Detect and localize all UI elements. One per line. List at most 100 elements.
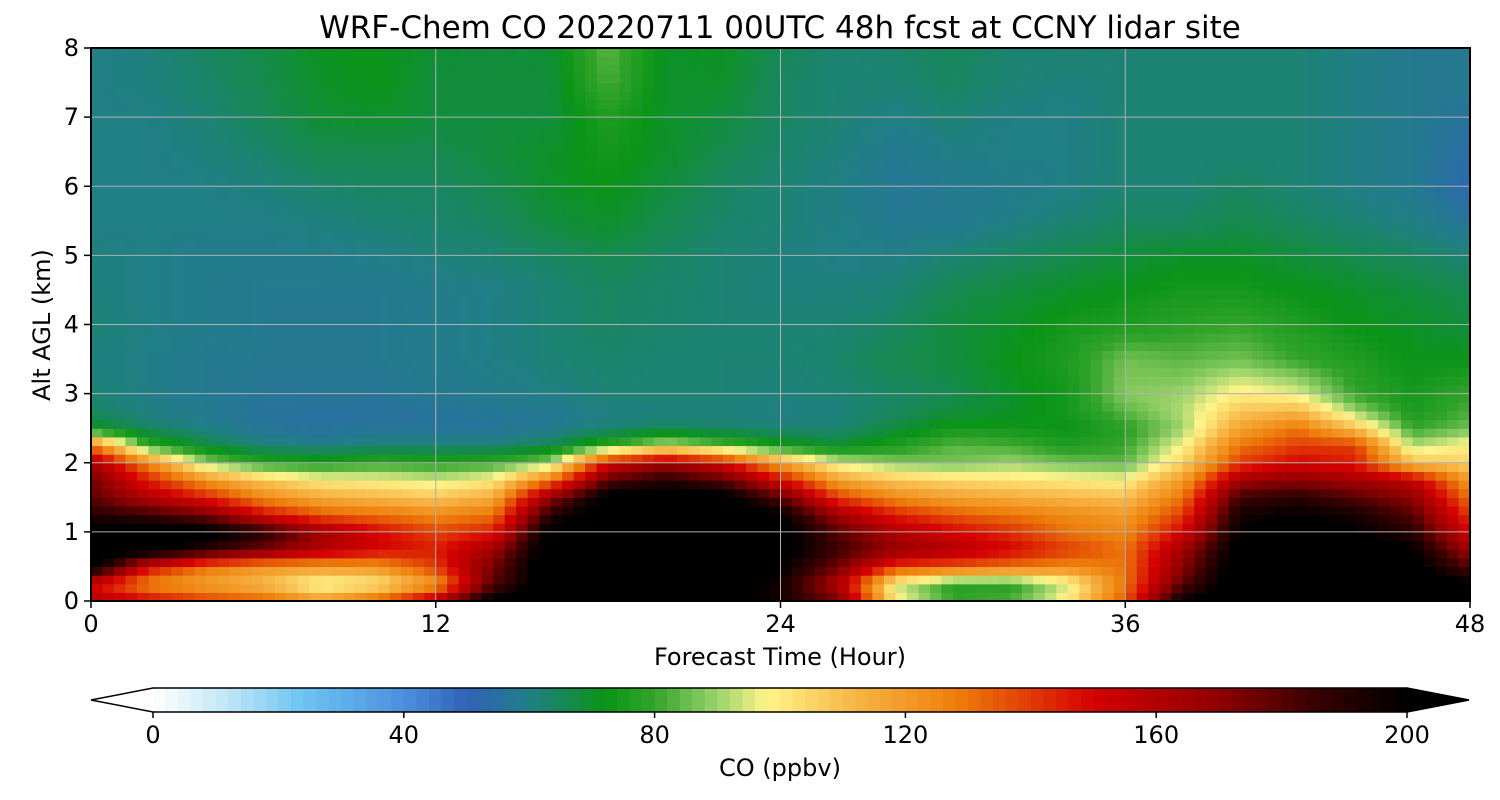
heatmap-cell (746, 549, 759, 559)
heatmap-cell (1412, 497, 1425, 507)
heatmap-cell (412, 376, 425, 386)
heatmap-cell (1010, 384, 1023, 395)
heatmap-cell (654, 592, 667, 601)
heatmap-cell (596, 281, 609, 291)
heatmap-cell (918, 505, 931, 516)
heatmap-cell (424, 428, 437, 438)
heatmap-cell (343, 315, 356, 326)
heatmap-cell (711, 281, 724, 291)
heatmap-cell (240, 376, 253, 386)
heatmap-cell (1056, 281, 1069, 291)
heatmap-cell (91, 549, 104, 559)
heatmap-cell (182, 264, 196, 274)
heatmap-cell (286, 341, 299, 352)
heatmap-cell (1171, 324, 1184, 334)
heatmap-cell (320, 575, 333, 585)
heatmap-cell (837, 376, 851, 386)
heatmap-cell (1113, 566, 1126, 576)
heatmap-cell (688, 367, 701, 377)
heatmap-cell (527, 384, 540, 395)
heatmap-cell (435, 575, 448, 585)
heatmap-cell (539, 410, 552, 421)
heatmap-cell (286, 592, 299, 601)
heatmap-cell (895, 393, 908, 403)
heatmap-cell (1021, 359, 1034, 369)
heatmap-cell (757, 505, 770, 516)
heatmap-cell (217, 505, 230, 516)
heatmap-cell (734, 393, 747, 403)
heatmap-cell (1355, 341, 1368, 352)
heatmap-cell (1079, 592, 1092, 601)
heatmap-cell (274, 246, 287, 256)
heatmap-cell (723, 255, 736, 265)
heatmap-cell (1148, 350, 1161, 360)
heatmap-cell (1136, 333, 1149, 343)
heatmap-cell (619, 402, 632, 412)
heatmap-cell (171, 281, 184, 291)
heatmap-cell (791, 523, 805, 533)
heatmap-cell (263, 557, 276, 568)
heatmap-cell (113, 471, 127, 481)
heatmap-cell (1424, 514, 1437, 524)
heatmap-cell (769, 514, 782, 524)
heatmap-cell (1424, 454, 1437, 464)
heatmap-cell (1079, 384, 1092, 395)
heatmap-cell (1366, 350, 1379, 360)
heatmap-cell (320, 583, 333, 593)
heatmap-cell (516, 497, 529, 507)
heatmap-cell (401, 454, 414, 464)
heatmap-cell (1343, 315, 1356, 326)
heatmap-cell (297, 445, 310, 455)
heatmap-cell (182, 540, 196, 550)
heatmap-cell (1079, 393, 1092, 403)
heatmap-cell (435, 298, 448, 308)
heatmap-cell (711, 410, 724, 421)
heatmap-cell (1274, 540, 1287, 550)
heatmap-cell (1435, 480, 1448, 490)
heatmap-cell (1044, 454, 1057, 464)
heatmap-cell (1274, 505, 1287, 516)
heatmap-cell (677, 333, 690, 343)
heatmap-cell (1102, 376, 1115, 386)
heatmap-cell (791, 497, 805, 507)
heatmap-cell (435, 471, 448, 481)
heatmap-cell (791, 298, 805, 308)
heatmap-cell (1056, 583, 1069, 593)
heatmap-cell (136, 575, 150, 585)
heatmap-cell (182, 410, 196, 421)
heatmap-cell (941, 445, 954, 455)
heatmap-cell (1332, 480, 1345, 490)
heatmap-cell (1435, 436, 1448, 447)
heatmap-cell (424, 592, 437, 601)
heatmap-cell (723, 402, 736, 412)
heatmap-cell (286, 307, 299, 317)
heatmap-cell (1297, 436, 1310, 447)
heatmap-cell (1447, 246, 1460, 256)
heatmap-cell (1435, 505, 1448, 516)
heatmap-cell (596, 566, 609, 576)
heatmap-cell (895, 462, 908, 472)
heatmap-cell (860, 557, 874, 568)
heatmap-cell (585, 410, 598, 421)
heatmap-cell (309, 583, 322, 593)
heatmap-cell (1171, 367, 1184, 377)
heatmap-cell (240, 333, 253, 343)
heatmap-cell (964, 315, 977, 326)
heatmap-cell (780, 384, 793, 395)
heatmap-cell (1021, 454, 1034, 464)
heatmap-cell (769, 445, 782, 455)
heatmap-cell (1194, 557, 1207, 568)
heatmap-cell (1263, 445, 1276, 455)
heatmap-cell (343, 428, 356, 438)
heatmap-cell (998, 454, 1011, 464)
heatmap-cell (837, 566, 851, 576)
heatmap-cell (1182, 531, 1195, 542)
heatmap-cell (205, 540, 219, 550)
heatmap-cell (389, 298, 402, 308)
heatmap-cell (918, 428, 931, 438)
heatmap-cell (964, 488, 977, 498)
heatmap-cell (481, 514, 494, 524)
heatmap-cell (1320, 445, 1333, 455)
heatmap-cell (1067, 350, 1080, 360)
heatmap-cell (401, 376, 414, 386)
